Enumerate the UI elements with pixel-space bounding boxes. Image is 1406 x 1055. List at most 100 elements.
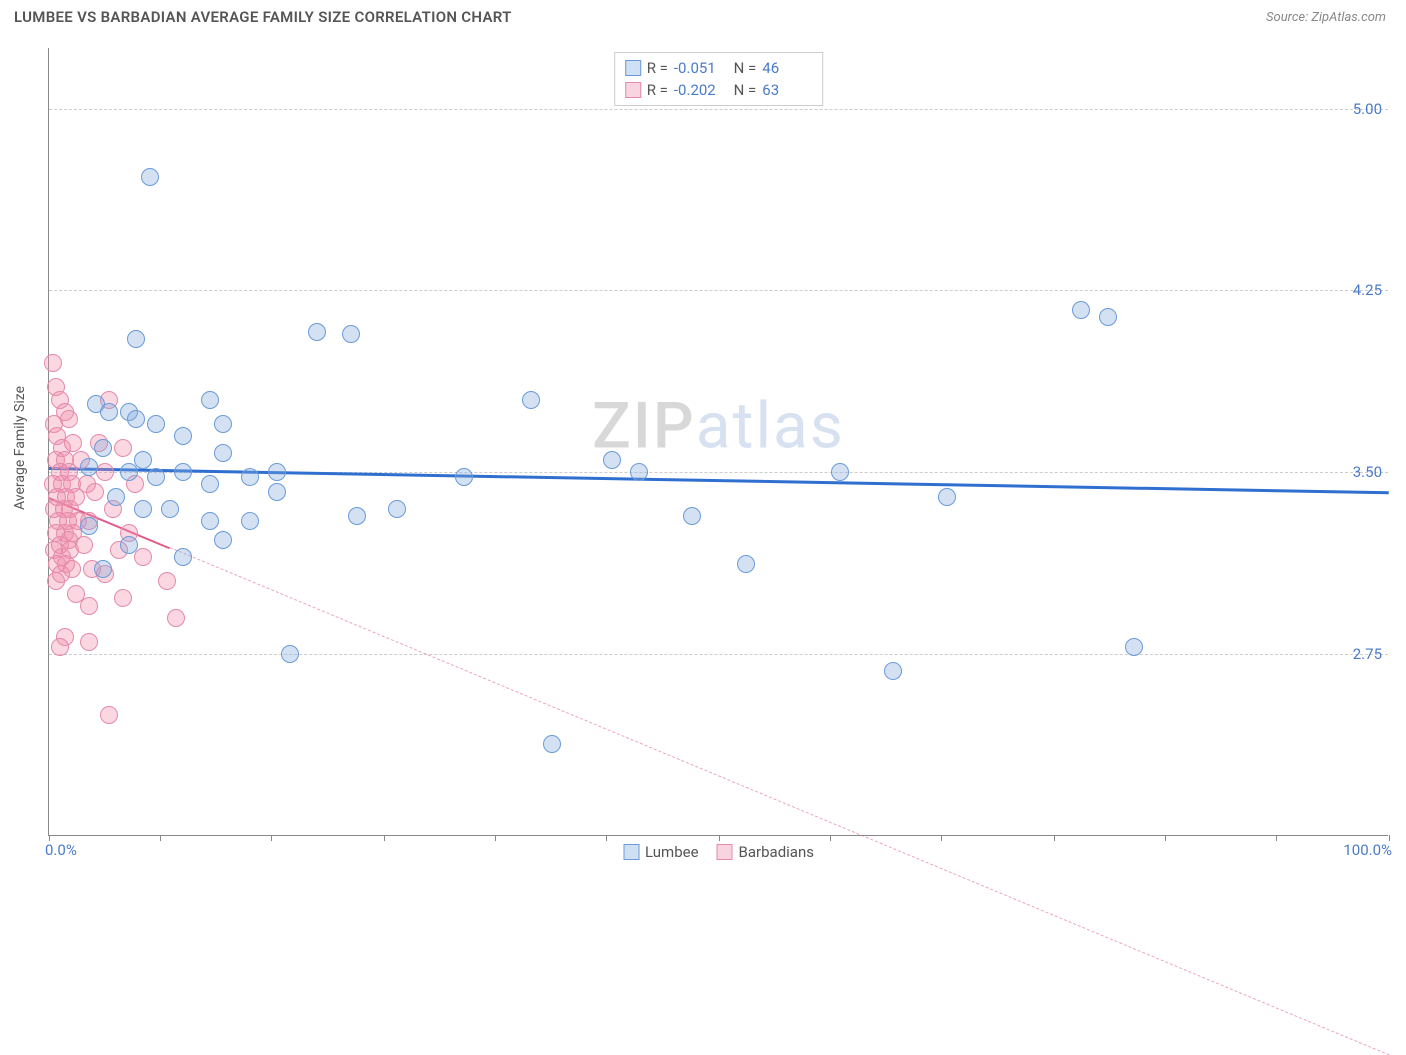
data-point — [44, 354, 62, 372]
y-tick-label: 3.50 — [1353, 463, 1382, 481]
legend-swatch — [625, 82, 641, 98]
legend-swatch — [623, 844, 639, 860]
data-point — [80, 597, 98, 615]
data-point — [75, 536, 93, 554]
chart-title: LUMBEE VS BARBADIAN AVERAGE FAMILY SIZE … — [14, 8, 512, 26]
data-point — [86, 483, 104, 501]
data-point — [201, 391, 219, 409]
x-tick — [1165, 835, 1166, 841]
data-point — [94, 439, 112, 457]
data-point — [63, 560, 81, 578]
data-point — [114, 439, 132, 457]
data-point — [214, 415, 232, 433]
data-point — [308, 323, 326, 341]
legend-stats-row: R = -0.051 N = 46 — [625, 57, 813, 79]
data-point — [630, 463, 648, 481]
data-point — [241, 512, 259, 530]
chart-source: Source: ZipAtlas.com — [1266, 10, 1386, 25]
data-point — [80, 633, 98, 651]
data-point — [167, 609, 185, 627]
data-point — [120, 536, 138, 554]
data-point — [1125, 638, 1143, 656]
x-tick — [160, 835, 161, 841]
data-point — [100, 706, 118, 724]
x-tick — [1389, 835, 1390, 841]
data-point — [831, 463, 849, 481]
y-tick-label: 5.00 — [1353, 100, 1382, 118]
gridline — [49, 654, 1388, 655]
data-point — [1072, 301, 1090, 319]
x-tick — [1276, 835, 1277, 841]
legend-r-label: R = — [647, 81, 668, 99]
data-point — [522, 391, 540, 409]
data-point — [201, 512, 219, 530]
data-point — [141, 168, 159, 186]
legend-swatch — [625, 60, 641, 76]
y-axis-label: Average Family Size — [12, 386, 28, 510]
data-point — [158, 572, 176, 590]
legend-n-label: N = — [730, 81, 756, 99]
legend-stats-row: R = -0.202 N = 63 — [625, 79, 813, 101]
legend-n-label: N = — [730, 59, 756, 77]
data-point — [64, 434, 82, 452]
data-point — [241, 468, 259, 486]
data-point — [388, 500, 406, 518]
x-tick — [719, 835, 720, 841]
x-tick — [271, 835, 272, 841]
legend-series-label: Barbadians — [739, 843, 814, 861]
data-point — [67, 585, 85, 603]
data-point — [938, 488, 956, 506]
watermark: ZIPatlas — [592, 388, 845, 463]
x-tick — [1054, 835, 1055, 841]
data-point — [214, 531, 232, 549]
data-point — [127, 410, 145, 428]
data-point — [174, 463, 192, 481]
legend-series-label: Lumbee — [645, 843, 699, 861]
data-point — [268, 483, 286, 501]
y-tick-label: 2.75 — [1353, 645, 1382, 663]
data-point — [342, 325, 360, 343]
data-point — [127, 330, 145, 348]
legend-series: Lumbee Barbadians — [623, 843, 814, 861]
data-point — [147, 415, 165, 433]
legend-series-item: Barbadians — [717, 843, 814, 861]
x-axis-max-label: 100.0% — [1343, 841, 1392, 859]
data-point — [603, 451, 621, 469]
data-point — [348, 507, 366, 525]
data-point — [134, 500, 152, 518]
legend-stats: R = -0.051 N = 46R = -0.202 N = 63 — [614, 52, 824, 106]
data-point — [107, 488, 125, 506]
data-point — [268, 463, 286, 481]
data-point — [174, 427, 192, 445]
data-point — [201, 475, 219, 493]
legend-r-label: R = — [647, 59, 668, 77]
x-tick — [606, 835, 607, 841]
data-point — [134, 548, 152, 566]
data-point — [120, 463, 138, 481]
y-tick-label: 4.25 — [1353, 281, 1382, 299]
data-point — [1099, 308, 1117, 326]
data-point — [80, 458, 98, 476]
data-point — [884, 662, 902, 680]
data-point — [96, 463, 114, 481]
x-tick — [830, 835, 831, 841]
data-point — [683, 507, 701, 525]
gridline — [49, 290, 1388, 291]
legend-n-value: 63 — [762, 81, 812, 99]
data-point — [80, 517, 98, 535]
legend-n-value: 46 — [762, 59, 812, 77]
data-point — [47, 572, 65, 590]
chart-header: LUMBEE VS BARBADIAN AVERAGE FAMILY SIZE … — [0, 0, 1406, 34]
data-point — [60, 410, 78, 428]
legend-series-item: Lumbee — [623, 843, 699, 861]
x-tick — [495, 835, 496, 841]
data-point — [455, 468, 473, 486]
data-point — [737, 555, 755, 573]
data-point — [94, 560, 112, 578]
x-axis-min-label: 0.0% — [45, 841, 77, 859]
data-point — [543, 735, 561, 753]
data-point — [161, 500, 179, 518]
legend-r-value: -0.202 — [674, 81, 724, 99]
x-tick — [49, 835, 50, 841]
data-point — [174, 548, 192, 566]
